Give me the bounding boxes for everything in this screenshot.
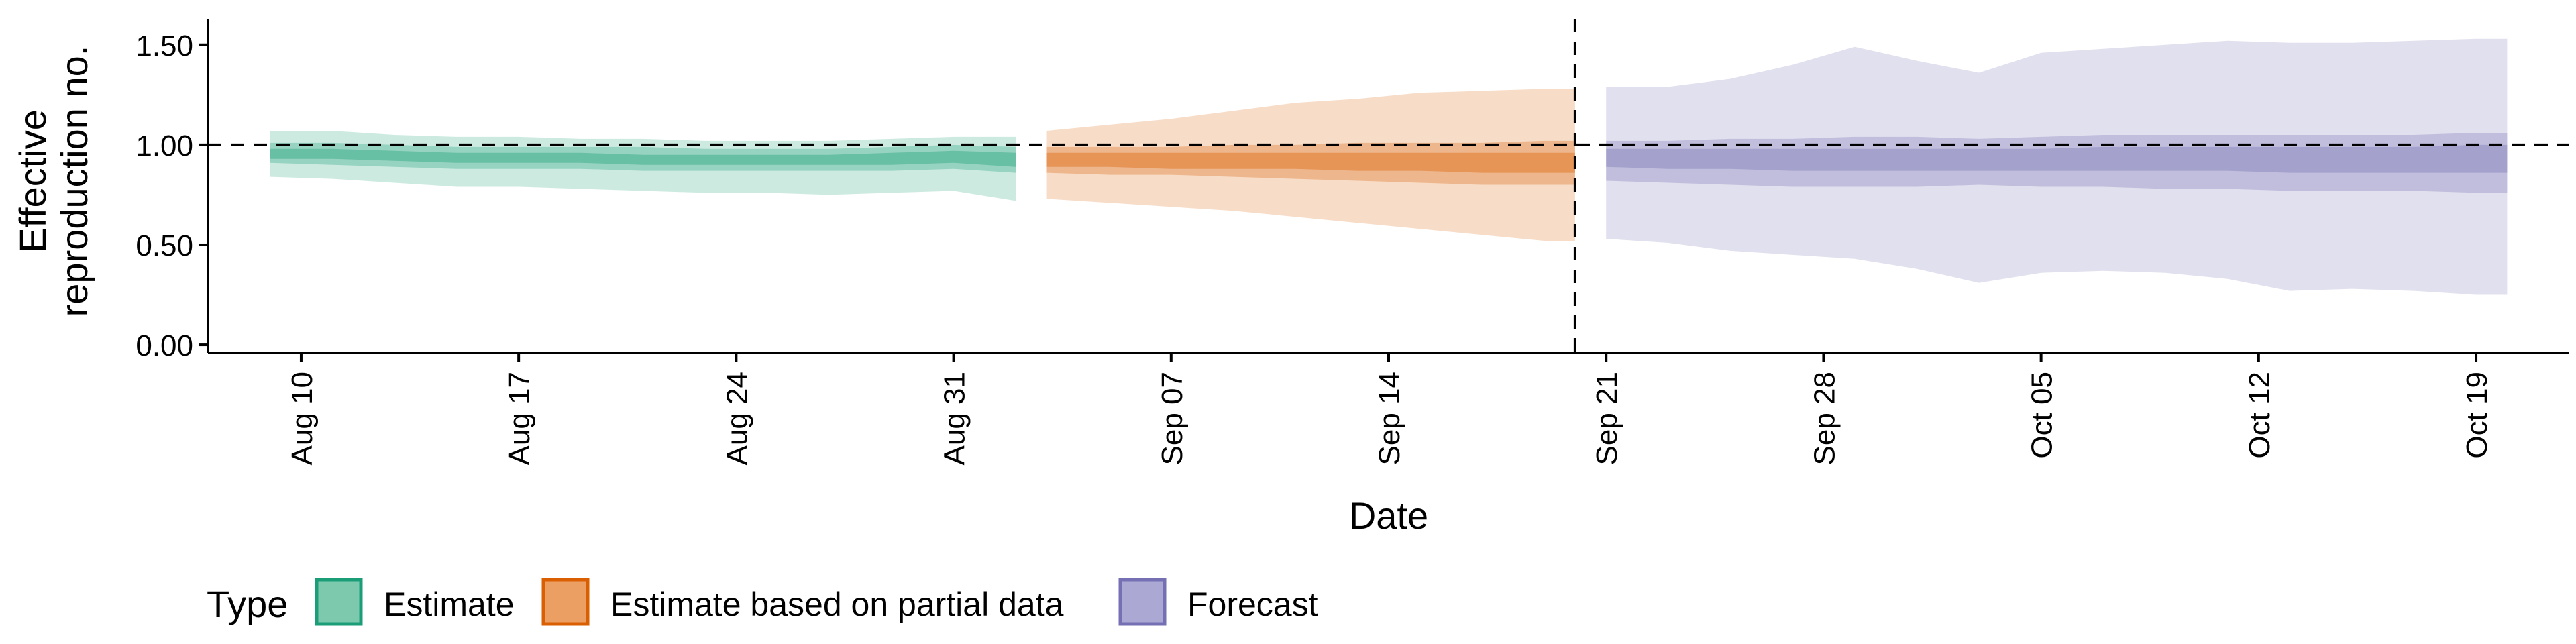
legend-label-partial: Estimate based on partial data <box>610 586 1064 623</box>
x-tick-label: Sep 14 <box>1373 372 1406 465</box>
series-partial <box>1046 89 1575 241</box>
y-axis-label-line-2: reproduction no. <box>53 46 95 317</box>
band-forecast-20 <box>1606 144 2508 173</box>
series-estimate <box>270 131 1016 201</box>
y-axis-label-line-1: Effective <box>11 109 54 253</box>
legend-key-estimate <box>315 578 363 626</box>
x-axis-label: Date <box>1349 494 1428 537</box>
legend-title: Type <box>207 583 288 625</box>
y-tick-label: 1.50 <box>136 30 193 62</box>
band-estimate-50 <box>270 142 1016 173</box>
x-tick-label: Aug 31 <box>938 372 971 465</box>
y-tick-label: 0.50 <box>136 229 193 262</box>
band-partial-50 <box>1046 140 1575 185</box>
y-tick-label: 0.00 <box>136 329 193 362</box>
legend-key-partial <box>541 578 590 626</box>
band-forecast-90 <box>1606 38 2508 295</box>
bands-layer <box>270 38 2508 295</box>
y-tick-label: 1.00 <box>136 129 193 162</box>
axis-labels: Effective reproduction no. Date <box>11 46 1428 537</box>
x-tick-label: Sep 28 <box>1808 372 1841 465</box>
x-tick-label: Aug 24 <box>720 372 753 465</box>
band-partial-90 <box>1046 89 1575 241</box>
band-partial-20 <box>1046 152 1575 173</box>
x-tick-label: Sep 07 <box>1156 372 1189 465</box>
legend-label-forecast: Forecast <box>1187 586 1318 623</box>
x-tick-label: Oct 19 <box>2461 372 2493 459</box>
series-forecast <box>1606 38 2508 295</box>
axes: 0.00 0.50 1.00 1.50 Aug 10 Aug 17 Aug 24 Aug 31… <box>136 19 2569 465</box>
legend: Type Estimate Estimate based on partial d… <box>207 578 1318 626</box>
band-estimate-90 <box>270 131 1016 201</box>
legend-key-forecast <box>1118 578 1167 626</box>
band-forecast-50 <box>1606 133 2508 193</box>
x-tick-label: Aug 17 <box>503 372 536 465</box>
legend-label-estimate: Estimate <box>384 586 515 623</box>
band-estimate-20 <box>270 148 1016 167</box>
x-tick-label: Aug 10 <box>286 372 319 465</box>
x-tick-label: Sep 21 <box>1591 372 1623 465</box>
x-tick-label: Oct 05 <box>2026 372 2059 459</box>
reference-lines <box>208 19 2569 353</box>
x-tick-label: Oct 12 <box>2243 372 2276 459</box>
